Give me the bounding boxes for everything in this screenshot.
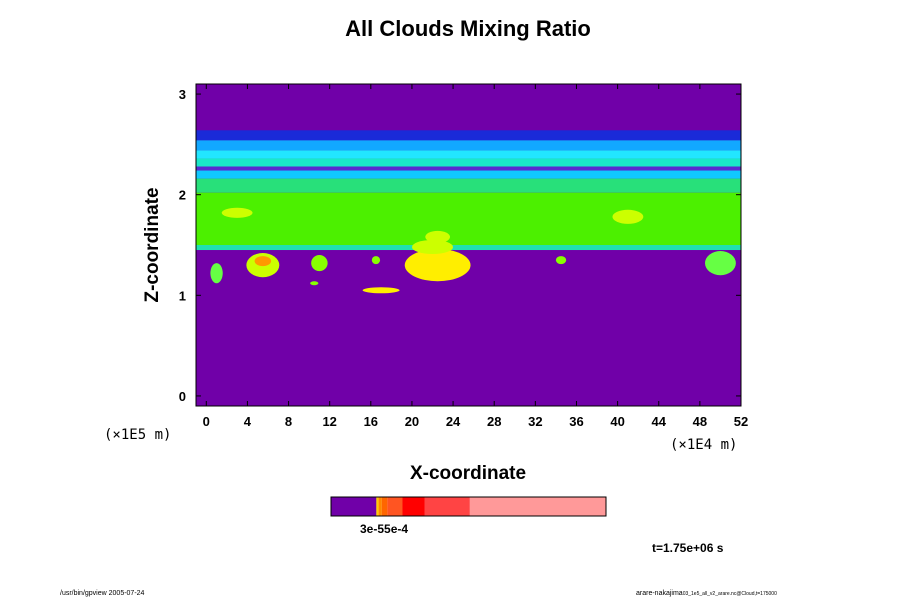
cloud-blob-7 [705,251,736,276]
cloud-blob-2 [404,249,471,282]
cloud-blob-11 [310,281,319,286]
colorbar-segment-2 [378,497,382,516]
colorbar-segment-1 [376,497,379,516]
x-tick-label-36: 36 [569,414,583,429]
y-tick-label-3: 3 [179,87,186,102]
x-tick-label-8: 8 [285,414,292,429]
x-tick-label-48: 48 [693,414,707,429]
cloud-blob-12 [555,256,567,265]
x-tick-label-4: 4 [244,414,252,429]
y-axis-title: Z-coordinate [142,187,163,302]
cloud-band-0 [196,130,741,141]
y-tick-label-0: 0 [179,389,186,404]
cloud-blob-1 [254,256,272,267]
x-tick-label-40: 40 [610,414,624,429]
plot-frame [195,83,742,407]
cloud-band-8 [196,245,741,251]
cloud-band-3 [196,158,741,167]
x-tick-label-32: 32 [528,414,542,429]
cloud-blob-10 [425,230,450,243]
cloud-blob-5 [362,287,400,294]
time-label: t=1.75e+06 s [652,541,724,555]
footer-right-small: 03_1e5_all_v2_arare.nc@Cloud,t=175000 [682,591,777,597]
x-axis-title: X-coordinate [410,463,526,484]
cloud-blobs [210,207,736,294]
cloud-blob-4 [311,255,328,272]
y-unit-label: (×1E5 m) [104,427,171,443]
x-axis-ticks: 0 4 8 12 16 20 24 28 32 36 40 44 48 52 [203,84,748,429]
y-tick-label-2: 2 [179,188,186,203]
x-tick-label-0: 0 [203,414,210,429]
x-tick-label-16: 16 [364,414,378,429]
footer-right-main: arare-nakajima [636,590,683,597]
colorbar-segment-6 [424,497,470,516]
footer-left: /usr/bin/gpview 2005-07-24 [60,590,145,597]
cloud-band-1 [196,140,741,151]
cloud-blob-8 [221,207,253,218]
colorbar-segment-3 [381,497,388,516]
y-tick-label-1: 1 [179,288,186,303]
x-tick-label-24: 24 [446,414,461,429]
cloud-band-2 [196,150,741,159]
x-tick-label-52: 52 [734,414,748,429]
colorbar-segment-7 [469,497,606,516]
cloud-blob-6 [210,263,223,284]
chart-title: All Clouds Mixing Ratio [345,16,591,41]
cloud-band-7 [196,192,741,245]
x-tick-label-12: 12 [322,414,336,429]
colorbar [331,497,606,516]
footer-right: arare-nakajima03_1e5_all_v2_arare.nc@Clo… [636,590,777,597]
colorbar-frame [330,496,607,517]
colorbar-segment-5 [402,497,425,516]
x-tick-label-44: 44 [652,414,667,429]
colorbar-labels: 3e-55e-4 [360,522,409,536]
cloud-bands [196,130,741,251]
y-axis-ticks: 0 1 2 3 [179,87,741,404]
x-tick-label-20: 20 [405,414,419,429]
cloud-blob-3 [411,239,454,255]
cloud-band-4 [196,166,741,171]
cloud-blob-13 [371,256,381,265]
cloud-band-5 [196,170,741,179]
colorbar-segment-0 [331,497,377,516]
cloud-blob-9 [612,209,644,224]
cloud-band-6 [196,178,741,193]
x-tick-label-28: 28 [487,414,501,429]
colorbar-segment-4 [387,497,403,516]
x-unit-label: (×1E4 m) [670,437,737,453]
